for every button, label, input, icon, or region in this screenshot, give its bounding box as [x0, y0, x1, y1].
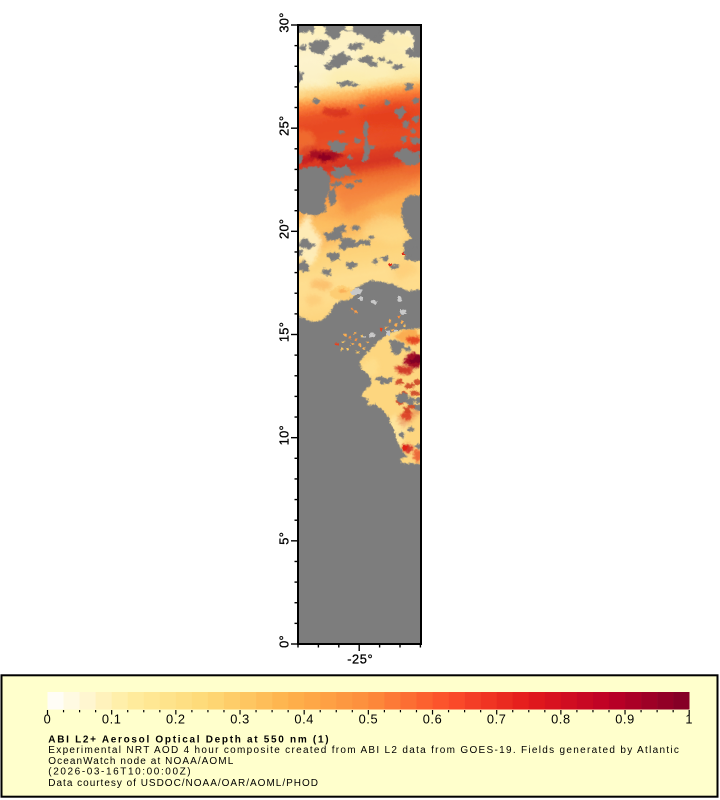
svg-text:0°: 0°: [277, 635, 292, 648]
svg-text:25°: 25°: [277, 116, 292, 136]
svg-text:30°: 30°: [277, 12, 292, 32]
svg-text:0.5: 0.5: [359, 712, 379, 727]
svg-text:1: 1: [685, 712, 693, 727]
svg-text:0.7: 0.7: [487, 712, 507, 727]
svg-text:Data courtesy of USDOC/NOAA/OA: Data courtesy of USDOC/NOAA/OAR/AOML/PHO…: [48, 778, 319, 789]
svg-text:0.4: 0.4: [294, 712, 314, 727]
svg-text:-25°: -25°: [347, 652, 373, 667]
svg-text:Experimental NRT AOD 4 hour co: Experimental NRT AOD 4 hour composite cr…: [48, 745, 680, 756]
svg-text:0: 0: [44, 712, 52, 727]
svg-text:0.2: 0.2: [166, 712, 186, 727]
svg-text:0.9: 0.9: [615, 712, 635, 727]
svg-text:0.3: 0.3: [230, 712, 250, 727]
svg-text:15°: 15°: [277, 322, 292, 342]
svg-text:(2026-03-16T10:00:00Z): (2026-03-16T10:00:00Z): [48, 767, 192, 778]
svg-text:0.1: 0.1: [102, 712, 122, 727]
svg-text:20°: 20°: [277, 219, 292, 239]
svg-text:10°: 10°: [277, 425, 292, 445]
svg-text:5°: 5°: [277, 532, 292, 545]
svg-text:ABI L2+ Aerosol Optical Depth: ABI L2+ Aerosol Optical Depth at 550 nm …: [48, 734, 330, 745]
svg-text:0.6: 0.6: [423, 712, 443, 727]
svg-text:OceanWatch node at NOAA/AOML: OceanWatch node at NOAA/AOML: [48, 756, 234, 767]
svg-text:0.8: 0.8: [551, 712, 571, 727]
